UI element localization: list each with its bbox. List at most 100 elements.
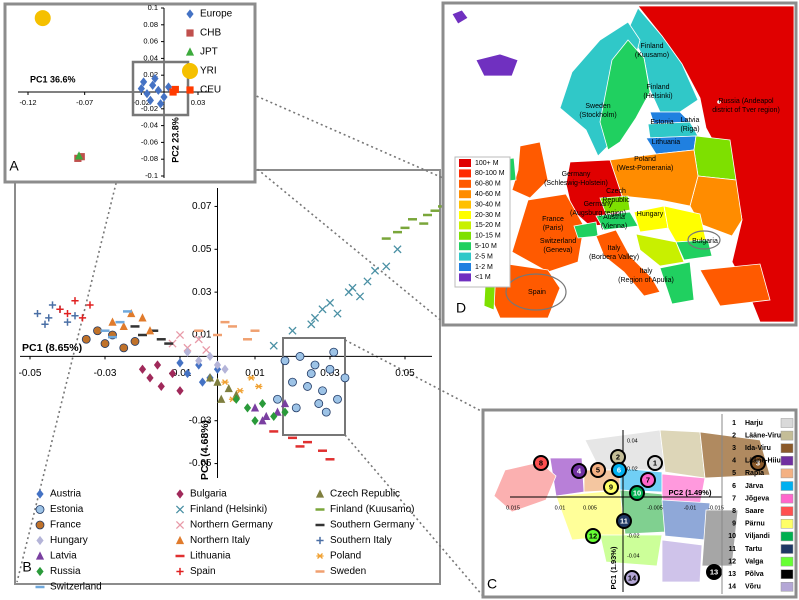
point <box>130 337 140 346</box>
legend-swatch <box>780 506 794 516</box>
county-region <box>659 429 706 479</box>
x-tick-label: -0.03 <box>94 368 117 379</box>
point <box>71 297 79 305</box>
legend-label: Sweden <box>330 566 366 577</box>
x-tick-label: -0.01 <box>684 505 697 511</box>
legend-swatch <box>780 493 794 504</box>
point <box>269 341 278 350</box>
point <box>307 320 316 329</box>
sweden <box>599 39 651 151</box>
point <box>149 80 157 90</box>
point <box>206 351 214 362</box>
x-tick-label: -0.02 <box>133 98 150 107</box>
legend-label: Võru <box>745 584 761 591</box>
legend-label: Poland <box>330 551 361 562</box>
legend-marker <box>36 489 44 499</box>
legend-label: Viljandi <box>745 533 770 540</box>
legend-swatch <box>459 159 471 167</box>
legend-label: Ida-Viru <box>745 445 771 452</box>
legend-label: Bulgaria <box>190 489 227 500</box>
legend-label: Järva <box>745 483 763 490</box>
legend-number: 1 <box>732 420 736 427</box>
legend-label: 30-40 M <box>475 201 501 208</box>
legend-label: Lääne-Viru <box>745 432 781 439</box>
legend-label: Põlva <box>745 571 764 578</box>
legend-swatch <box>780 569 794 579</box>
legend-swatch <box>459 221 471 230</box>
point <box>393 245 402 254</box>
place-label: (Augsburg region) <box>570 210 626 217</box>
point <box>318 386 327 396</box>
legend-label: Finland (Kuusamo) <box>330 504 414 515</box>
point <box>255 383 263 390</box>
x-tick-label: 0.005 <box>583 505 597 511</box>
legend-marker <box>316 536 324 545</box>
point <box>138 364 147 374</box>
legend-label: Estonia <box>50 504 84 515</box>
point <box>48 301 57 309</box>
county-marker <box>611 462 627 478</box>
legend-marker <box>175 535 185 545</box>
legend-swatch <box>459 211 471 219</box>
legend-swatch <box>459 179 471 188</box>
bulgaria <box>675 239 713 261</box>
legend-label: 10-15 M <box>475 233 501 240</box>
y-tick-label: 0.02 <box>627 466 638 472</box>
point <box>202 345 211 355</box>
y-tick-label: 0.03 <box>192 287 212 298</box>
legend-label: France <box>50 520 82 531</box>
county-marker-label: 12 <box>589 531 597 540</box>
point <box>154 85 162 95</box>
legend-swatch <box>780 481 794 491</box>
legend-swatch <box>459 169 471 178</box>
point <box>243 403 252 413</box>
place-label: Hungary <box>637 211 664 218</box>
y-tick-label: 0.08 <box>143 20 158 29</box>
legend-swatch <box>459 231 471 240</box>
y-tick-label: 0.05 <box>192 244 212 255</box>
legend-marker <box>186 29 194 37</box>
point <box>355 292 365 301</box>
zoom-line <box>16 114 134 583</box>
point <box>119 321 128 331</box>
place-label: Spain <box>528 289 546 296</box>
x-tick-label: 0.03 <box>191 98 206 107</box>
y-tick-label: -0.02 <box>141 104 158 113</box>
county-region <box>661 539 703 583</box>
legend-marker <box>176 489 184 499</box>
county-marker-label: 7 <box>646 475 650 484</box>
county-marker <box>750 455 766 471</box>
y-axis-label: PC2 (4.68%) <box>199 420 211 480</box>
y-tick-label: -0.04 <box>627 553 640 559</box>
x-tick-label: 0.01 <box>555 505 566 511</box>
legend-swatch <box>780 430 794 441</box>
point <box>232 390 241 399</box>
point <box>213 377 222 386</box>
city-dot <box>717 100 721 104</box>
point <box>63 318 72 326</box>
point <box>288 377 297 387</box>
italy <box>595 229 661 297</box>
point <box>281 407 289 417</box>
x-tick-label: -0.015 <box>708 505 724 511</box>
legend-label: 100+ M <box>475 160 499 167</box>
point <box>176 358 184 368</box>
legend-number: 14 <box>728 584 736 591</box>
x-tick-label: 0.05 <box>395 368 415 379</box>
point <box>127 308 136 318</box>
panel-label: D <box>456 300 466 316</box>
point <box>34 10 51 27</box>
place-label: Bulgaria <box>692 238 718 245</box>
place-label: (Riga) <box>680 126 699 133</box>
panel-label: B <box>22 559 31 575</box>
panel-c: 0.015 0.01 0.005 -0.005 -0.01 -0.015 0.04 0.02 -… <box>481 408 798 599</box>
legend-number: 11 <box>729 546 737 553</box>
legend-label: Hungary <box>50 535 88 546</box>
legend-swatch <box>780 556 794 567</box>
place-label: Czech <box>606 188 626 195</box>
legend-swatch <box>459 242 471 251</box>
place-label: Russia (Andeapol <box>718 98 774 105</box>
point <box>119 343 129 353</box>
legend-label: 2-5 M <box>475 253 493 260</box>
point <box>71 312 79 320</box>
